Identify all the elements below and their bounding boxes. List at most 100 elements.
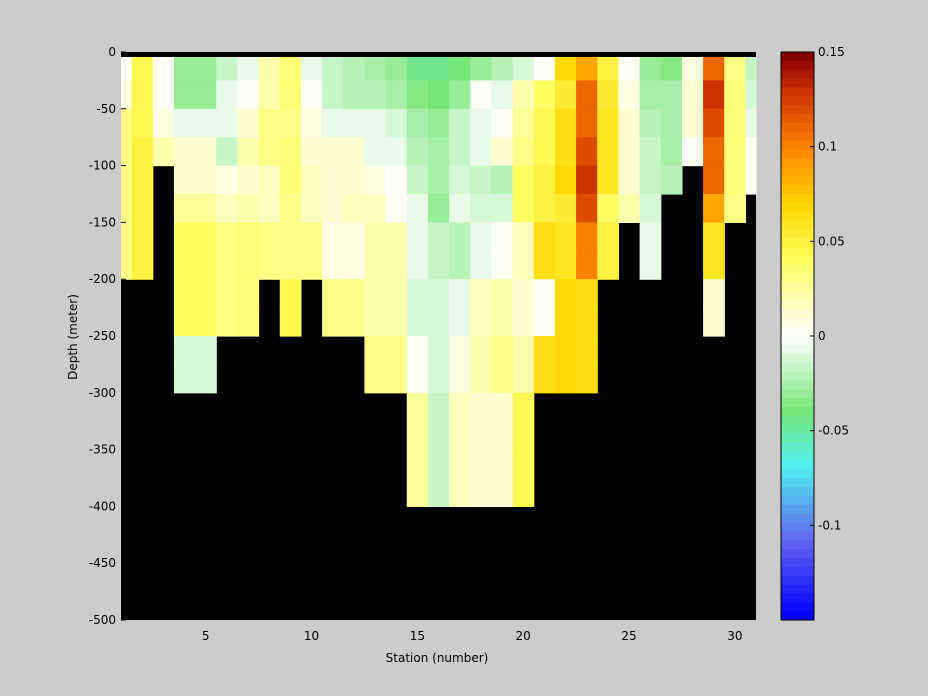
heatmap-cell	[385, 80, 408, 110]
colorbar-swatch	[781, 238, 814, 248]
heatmap-cell	[131, 165, 154, 195]
x-tick-label: 15	[410, 629, 425, 643]
heatmap-cell	[512, 52, 535, 81]
heatmap-cell	[576, 364, 598, 394]
colorbar-swatch	[781, 478, 814, 488]
heatmap-cell	[131, 250, 154, 280]
heatmap-cell	[660, 165, 683, 195]
heatmap-cell	[195, 279, 217, 309]
heatmap-cell	[364, 279, 387, 309]
heatmap-cell	[597, 137, 620, 167]
heatmap-cell	[597, 80, 620, 110]
y-tick-label: -500	[89, 613, 116, 627]
heatmap-cell	[491, 307, 514, 337]
heatmap-cell	[258, 250, 281, 280]
heatmap-cell	[406, 279, 429, 309]
heatmap-cell	[406, 307, 429, 337]
heatmap-cell	[195, 336, 217, 365]
colorbar-swatch	[781, 593, 814, 603]
colorbar-swatch	[781, 282, 814, 293]
colorbar-swatch	[781, 469, 814, 479]
heatmap-cell	[385, 108, 408, 138]
heatmap-cell	[470, 421, 493, 451]
heatmap-cell	[385, 52, 408, 81]
heatmap-cell	[195, 165, 217, 195]
heatmap-cell	[660, 108, 683, 138]
heatmap-cell	[385, 307, 408, 337]
heatmap-cell	[121, 165, 133, 195]
heatmap-cell	[364, 80, 387, 110]
heatmap-cell	[724, 194, 747, 223]
heatmap-cell	[131, 222, 154, 252]
colorbar-swatch	[781, 424, 814, 435]
heatmap-cell	[681, 137, 704, 167]
heatmap-cell	[576, 279, 598, 309]
heatmap-cell	[449, 449, 471, 479]
heatmap-cell	[512, 392, 535, 422]
colorbar-tick-label: -0.1	[818, 518, 841, 532]
heatmap-cell	[300, 165, 323, 195]
colorbar: 0.15 0.1 0.05 0 -0.05 -0.1	[780, 45, 849, 621]
colorbar-swatch	[781, 362, 814, 373]
heatmap-cell	[576, 250, 598, 280]
colorbar-swatch	[781, 114, 814, 124]
heatmap-cell	[195, 194, 217, 223]
heatmap-cell	[195, 222, 217, 252]
y-tick-label: -150	[89, 215, 116, 229]
colorbar-swatch	[781, 52, 814, 62]
heatmap-cell	[618, 52, 641, 81]
heatmap-cell	[173, 364, 196, 394]
heatmap-cell	[597, 194, 620, 223]
heatmap-cell	[364, 194, 387, 223]
colorbar-swatch	[781, 566, 814, 577]
heatmap-cell	[131, 108, 154, 138]
heatmap-cell	[745, 80, 757, 110]
heatmap-cell	[449, 279, 471, 309]
heatmap-cell	[470, 137, 493, 167]
heatmap-cell	[576, 108, 598, 138]
x-tick-label: 10	[304, 629, 319, 643]
heatmap-cell	[533, 52, 556, 81]
heatmap-cell	[533, 165, 556, 195]
heatmap-cell	[237, 108, 260, 138]
heatmap-cell	[173, 137, 196, 167]
heatmap-cell	[300, 108, 323, 138]
colorbar-tick-label: 0.15	[818, 45, 845, 59]
heatmap-cell	[491, 449, 514, 479]
x-axis: 5 10 15 20 25 30	[202, 615, 742, 643]
heatmap-cell	[195, 80, 217, 110]
heatmap-cell	[406, 478, 429, 507]
heatmap-cell	[300, 222, 323, 252]
heatmap-cell	[237, 250, 260, 280]
colorbar-swatch	[781, 211, 814, 222]
colorbar-swatch	[781, 167, 814, 177]
heatmap-cell	[554, 307, 577, 337]
heatmap-cell	[322, 137, 344, 167]
colorbar-swatch	[781, 336, 814, 346]
colorbar-swatch	[781, 407, 814, 417]
heatmap-cell	[427, 279, 450, 309]
heatmap-cell	[660, 80, 683, 110]
colorbar-swatch	[781, 194, 814, 204]
heatmap-cell	[385, 194, 408, 223]
heatmap-cell	[597, 250, 620, 280]
colorbar-swatch	[781, 389, 814, 399]
heatmap-cell	[491, 80, 514, 110]
heatmap-cell	[406, 137, 429, 167]
heatmap-cell	[491, 392, 514, 422]
heatmap-cell	[449, 392, 471, 422]
heatmap-cell	[554, 80, 577, 110]
x-axis-label: Station (number)	[386, 651, 489, 665]
heatmap-cell	[152, 108, 175, 138]
heatmap-cell	[279, 108, 302, 138]
heatmap-cell	[491, 250, 514, 280]
heatmap-cell	[491, 279, 514, 309]
colorbar-swatch	[781, 451, 814, 461]
heatmap-cell	[491, 222, 514, 252]
heatmap-cell	[364, 336, 387, 365]
colorbar-swatch	[781, 69, 814, 80]
heatmap-cell	[216, 250, 239, 280]
heatmap-cell	[703, 222, 725, 252]
heatmap-cell	[427, 137, 450, 167]
heatmap-cell	[364, 52, 387, 81]
